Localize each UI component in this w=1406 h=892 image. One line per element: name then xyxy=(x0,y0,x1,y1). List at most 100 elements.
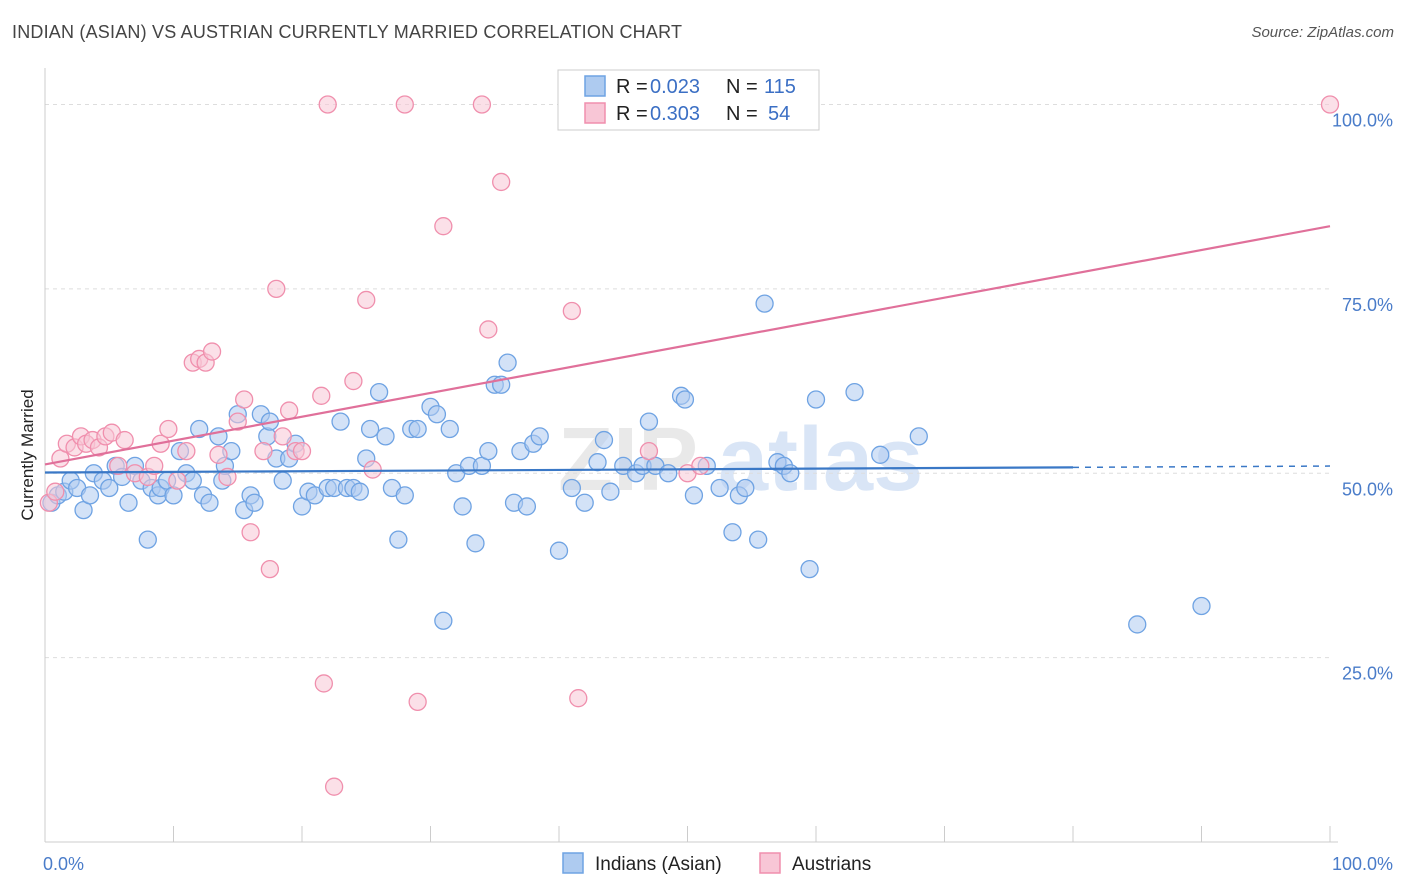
legend-n-label-pink: N = xyxy=(726,103,758,125)
legend-r-label-blue: R = xyxy=(616,76,648,98)
austrians-point-18 xyxy=(168,471,187,490)
austrians-point-30 xyxy=(260,559,280,579)
indians-asian-point-109 xyxy=(1192,596,1211,616)
trend-lines xyxy=(44,225,1331,474)
indians-asian-point-98 xyxy=(749,530,768,549)
austrians-points xyxy=(39,95,1340,796)
tick-labels: 25.0% 50.0% 75.0% 100.0% 0.0% 100.0% xyxy=(43,111,1393,875)
austrians-point-15 xyxy=(145,456,164,476)
legend-r-value-pink: 0.303 xyxy=(650,103,700,125)
indians-asian-point-69 xyxy=(479,441,498,461)
austrians-point-48 xyxy=(492,172,511,192)
indians-asian-point-56 xyxy=(389,530,408,549)
indians-asian-point-59 xyxy=(408,419,427,439)
indians-asian-point-63 xyxy=(440,419,459,439)
austrians-point-33 xyxy=(279,401,299,420)
legend-n-value-blue: 115 xyxy=(764,76,796,98)
watermark: ZIP atlas xyxy=(558,410,923,510)
austrians-point-40 xyxy=(344,371,363,391)
austrians-point-54 xyxy=(1320,95,1340,114)
indians-asian-point-34 xyxy=(245,493,264,512)
indians-asian-point-78 xyxy=(549,541,569,560)
indians-asian-point-83 xyxy=(601,482,620,501)
austrians-point-28 xyxy=(241,523,260,542)
austrians-point-46 xyxy=(472,95,492,114)
austrians-point-17 xyxy=(159,419,178,439)
legend-n-value-pink: 54 xyxy=(768,103,790,125)
indians-asian-point-9 xyxy=(100,478,119,498)
legend-r-value-blue: 0.023 xyxy=(650,76,700,98)
austrians-point-41 xyxy=(357,290,376,310)
indians-asian-point-24 xyxy=(190,419,209,439)
indians-asian-point-108 xyxy=(1128,615,1147,634)
austrians-point-42 xyxy=(363,460,382,479)
indians-asian-point-67 xyxy=(466,534,485,553)
indians-asian-point-104 xyxy=(806,390,826,409)
austrians-point-19 xyxy=(177,441,196,461)
indians-asian-point-62 xyxy=(434,611,453,630)
austrians-point-32 xyxy=(273,427,292,446)
austrians-point-53 xyxy=(691,456,710,476)
indians-asian-point-107 xyxy=(909,427,928,446)
indians-asian-point-79 xyxy=(562,478,581,498)
y-tick-label-1: 50.0% xyxy=(1342,479,1393,499)
gridlines xyxy=(45,104,1330,659)
y-tick-label-3: 100.0% xyxy=(1332,111,1393,131)
source-label: Source: ZipAtlas.com xyxy=(1251,24,1394,41)
indians-asian-point-102 xyxy=(781,464,800,483)
austrians-point-44 xyxy=(408,692,427,712)
austrians-point-1 xyxy=(46,482,65,501)
indians-asian-point-23 xyxy=(183,471,202,490)
indians-asian-point-26 xyxy=(200,493,219,512)
austrians-point-31 xyxy=(267,279,286,299)
austrians-point-11 xyxy=(109,456,128,476)
bottom-legend-swatch-blue xyxy=(562,852,584,874)
austrians-point-35 xyxy=(292,441,312,461)
indians-asian-point-57 xyxy=(395,486,414,505)
austrians-trend-line xyxy=(44,225,1331,466)
top-legend: R = 0.023 N = 115 R = 0.303 N = 54 xyxy=(557,69,820,131)
indians-asian-point-15 xyxy=(138,530,157,549)
indians-asian-point-39 xyxy=(273,471,292,490)
indians-asian-trend-line xyxy=(44,466,1074,474)
axes xyxy=(44,68,1338,843)
austrians-point-45 xyxy=(434,217,453,236)
austrians-point-39 xyxy=(324,777,344,796)
indians-asian-point-92 xyxy=(684,486,704,505)
bottom-legend-label-pink: Austrians xyxy=(792,854,871,875)
indians-asian-point-87 xyxy=(639,412,659,431)
indians-asian-point-94 xyxy=(710,478,729,498)
austrians-point-36 xyxy=(312,386,331,405)
indians-asian-point-91 xyxy=(675,390,695,409)
x-tick-label-1: 100.0% xyxy=(1332,854,1393,874)
indians-asian-point-103 xyxy=(800,559,819,579)
indians-asian-trend-extension xyxy=(1072,465,1331,469)
chart-title: INDIAN (ASIAN) VS AUSTRIAN CURRENTLY MAR… xyxy=(12,22,683,42)
legend-n-label-blue: N = xyxy=(726,76,758,98)
y-axis-title: Currently Married xyxy=(18,389,37,520)
austrians-point-43 xyxy=(395,95,414,114)
bottom-legend-swatch-pink xyxy=(759,852,781,874)
austrians-point-38 xyxy=(318,95,337,114)
indians-asian-point-89 xyxy=(659,464,678,483)
y-tick-label-2: 75.0% xyxy=(1342,295,1393,315)
indians-asian-point-99 xyxy=(755,294,774,313)
indians-asian-points xyxy=(42,294,1211,634)
x-tick-label-0: 0.0% xyxy=(43,854,84,874)
indians-asian-point-12 xyxy=(119,493,138,512)
austrians-point-37 xyxy=(314,674,333,693)
legend-r-label-pink: R = xyxy=(616,103,648,125)
bottom-legend-label-blue: Indians (Asian) xyxy=(595,854,722,875)
legend-swatch-pink xyxy=(584,102,606,124)
indians-asian-point-47 xyxy=(331,412,350,431)
indians-asian-point-52 xyxy=(360,419,380,439)
austrians-point-23 xyxy=(202,342,222,361)
indians-asian-point-65 xyxy=(453,497,472,516)
indians-asian-point-72 xyxy=(498,353,517,372)
bottom-legend: Indians (Asian) Austrians xyxy=(562,852,871,875)
indians-asian-point-82 xyxy=(594,430,614,450)
indians-asian-point-75 xyxy=(517,497,537,516)
indians-asian-point-95 xyxy=(723,523,742,542)
indians-asian-point-6 xyxy=(80,486,100,505)
